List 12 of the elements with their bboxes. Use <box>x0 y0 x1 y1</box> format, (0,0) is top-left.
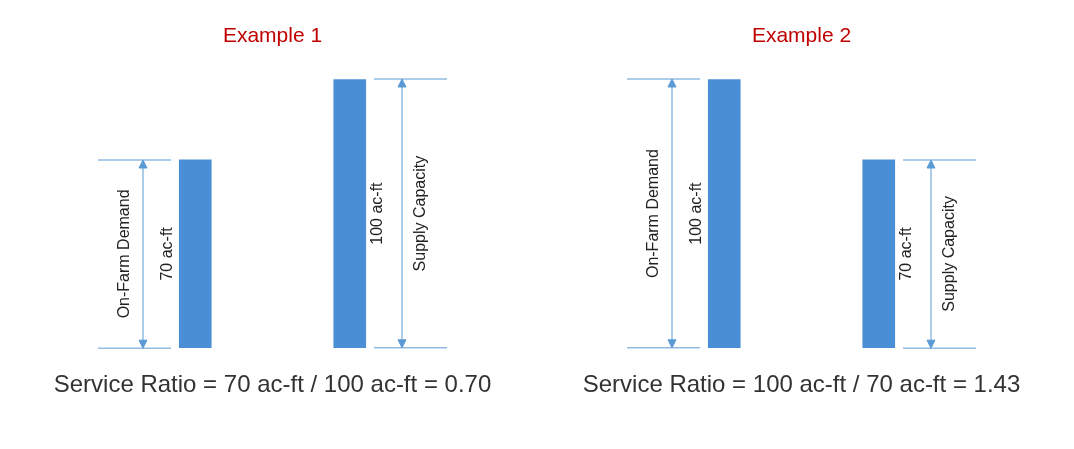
chart-title: Example 1 <box>222 23 323 47</box>
data-label: 100 ac-ft <box>368 181 386 245</box>
data-label: 70 ac-ft <box>157 226 175 281</box>
annotation: Supply Capacity <box>411 155 429 272</box>
chart-title: Example 2 <box>751 23 852 47</box>
annotation: Supply Capacity <box>940 196 958 312</box>
text: Service Ratio = 100 ac-ft / 70 ac-ft = 1.43 <box>581 370 1022 398</box>
data-label: 70 ac-ft <box>897 226 915 281</box>
annotation: On-Farm Demand <box>643 149 661 279</box>
data-label: 100 ac-ft <box>686 181 704 245</box>
annotation: On-Farm Demand <box>114 189 132 319</box>
text: Service Ratio = 70 ac-ft / 100 ac-ft = 0.70 <box>52 370 493 398</box>
